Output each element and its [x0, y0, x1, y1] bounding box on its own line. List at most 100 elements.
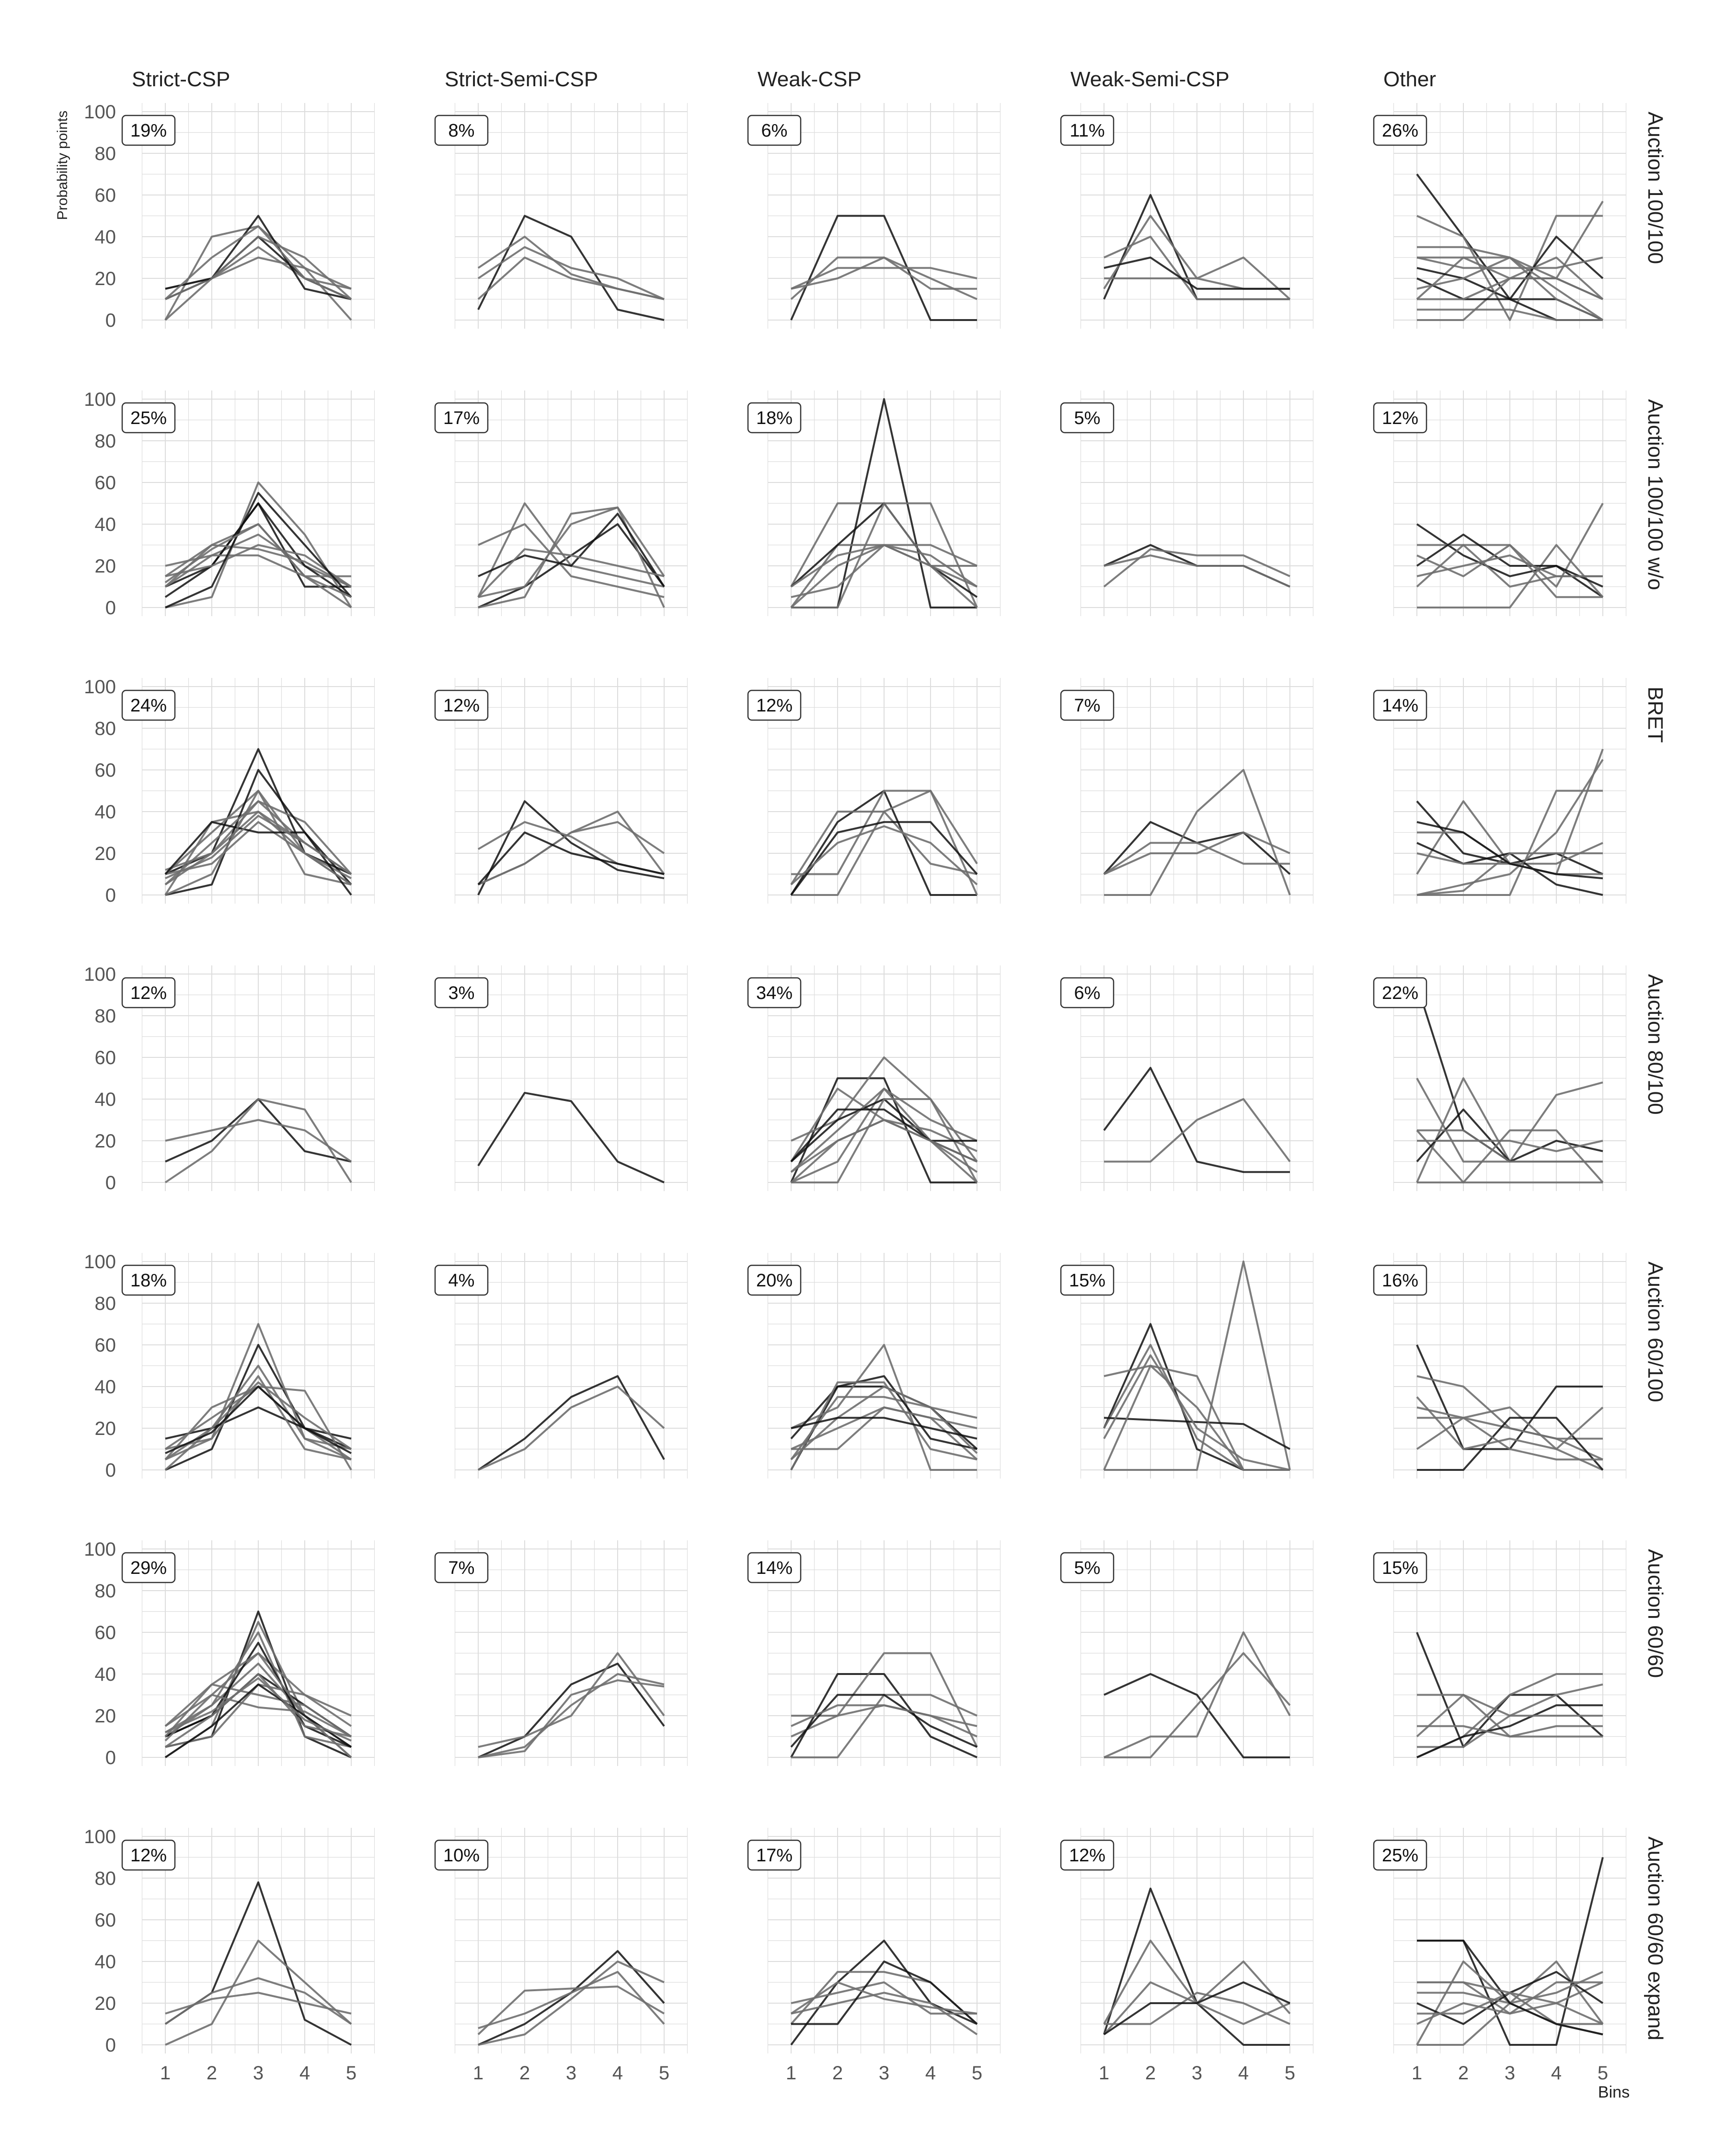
x-tick-label: 4	[299, 2063, 310, 2084]
y-tick-label: 60	[95, 1335, 116, 1356]
series-line	[1104, 1992, 1290, 2025]
series-line	[1103, 1354, 1290, 1471]
series-line	[1103, 842, 1290, 875]
y-tick-label: 100	[84, 1251, 116, 1273]
share-label: 14%	[756, 1558, 793, 1578]
share-label: 26%	[1382, 121, 1418, 141]
share-label: 17%	[756, 1846, 793, 1866]
series-line	[1417, 1939, 1603, 2036]
y-tick-label: 60	[95, 185, 116, 206]
x-tick-label: 5	[346, 2063, 356, 2084]
series-line	[1416, 821, 1603, 880]
share-badge	[434, 1552, 489, 1583]
share-badge	[434, 115, 489, 146]
share-badge	[747, 1552, 802, 1583]
share-label: 25%	[130, 408, 167, 428]
share-badge	[121, 977, 176, 1009]
series-line	[791, 790, 978, 875]
panel-auction-100-100-w-o-other: 12%	[1373, 390, 1627, 616]
series-line	[1416, 1704, 1603, 1758]
x-tick-label: 1	[160, 2063, 171, 2084]
series-line	[1416, 554, 1603, 577]
series-line	[164, 225, 352, 300]
column-title-weak-csp: Weak-CSP	[758, 68, 862, 91]
share-label: 24%	[130, 696, 167, 716]
y-tick-label: 60	[95, 1622, 116, 1643]
x-tick-label: 5	[659, 2063, 669, 2084]
series-line	[164, 1694, 352, 1742]
series-line	[478, 506, 665, 598]
series-line	[1104, 1417, 1290, 1450]
row-label-auction-100-100-w-o: Auction 100/100 w/o	[1644, 399, 1667, 590]
series-line	[1416, 215, 1603, 321]
series-line	[165, 1375, 352, 1461]
row-label-auction-60-60: Auction 60/60	[1644, 1549, 1667, 1678]
y-tick-label: 0	[105, 1460, 116, 1481]
x-tick-label: 4	[612, 2063, 623, 2084]
share-badge	[434, 1839, 489, 1871]
series-line	[165, 544, 352, 588]
share-label: 12%	[130, 983, 167, 1003]
series-line	[1416, 236, 1604, 300]
share-label: 20%	[756, 1271, 793, 1291]
series-line	[478, 1652, 665, 1748]
y-tick-label: 60	[95, 1910, 116, 1931]
panel-auction-60-60-other: 15%	[1373, 1540, 1627, 1766]
panel-bret-strict-semi-csp: 12%	[434, 678, 688, 904]
series-line	[477, 831, 665, 885]
series-line	[1104, 554, 1290, 588]
panel-auction-60-100-weak-csp: 20%	[747, 1253, 1001, 1479]
series-line	[478, 1386, 665, 1471]
y-tick-label: 100	[84, 677, 116, 698]
share-badge	[121, 1264, 176, 1296]
panel-auction-60-60-expand-other: 1 2 3 4 5 25%	[1373, 1828, 1627, 2084]
series-line	[165, 790, 352, 896]
series-line	[164, 236, 352, 321]
row-label-auction-60-100: Auction 60/100	[1644, 1261, 1667, 1402]
x-tick-label: 5	[1598, 2063, 1608, 2084]
y-tick-label: 0	[105, 1172, 116, 1193]
series-line	[165, 215, 352, 300]
share-label: 11%	[1070, 121, 1104, 141]
series-line	[791, 267, 978, 290]
series-line	[165, 1641, 352, 1748]
y-tick-label: 0	[105, 1747, 116, 1768]
series-line	[791, 1417, 978, 1440]
share-label: 7%	[448, 1558, 475, 1578]
series-line	[790, 825, 978, 885]
series-line	[478, 506, 665, 608]
share-badge	[1060, 689, 1115, 721]
y-tick-label: 40	[95, 1376, 116, 1398]
panel-auction-60-100-other: 16%	[1373, 1253, 1627, 1479]
share-badge	[747, 689, 802, 721]
y-tick-label: 80	[95, 143, 116, 164]
series-line	[165, 492, 352, 608]
y-tick-label: 40	[95, 802, 116, 823]
series-line	[1417, 309, 1603, 321]
series-line	[1416, 256, 1604, 321]
x-tick-label: 4	[1551, 2063, 1562, 2084]
share-label: 10%	[443, 1846, 480, 1866]
series-line	[790, 811, 978, 885]
share-badge	[121, 402, 176, 434]
x-axis-label: Bins	[1598, 2083, 1630, 2101]
share-label: 12%	[130, 1846, 167, 1866]
share-label: 15%	[1382, 1558, 1418, 1578]
share-badge	[1060, 1552, 1115, 1583]
y-tick-label: 80	[95, 1006, 116, 1027]
series-line	[790, 544, 978, 588]
series-line	[164, 533, 352, 588]
y-tick-label: 80	[95, 1868, 116, 1889]
series-line	[477, 800, 665, 895]
series-line	[791, 1961, 978, 2025]
share-badge	[434, 689, 489, 721]
x-tick-label: 3	[253, 2063, 264, 2084]
x-tick-label: 5	[1285, 2063, 1295, 2084]
y-tick-label: 20	[95, 268, 116, 289]
y-tick-label: 80	[95, 1581, 116, 1602]
series-line	[1416, 533, 1603, 588]
series-line	[1417, 1140, 1603, 1152]
series-line	[478, 1971, 665, 2030]
y-tick-label: 20	[95, 1706, 116, 1727]
panel-auction-80-100-strict-semi-csp: 3%	[434, 965, 688, 1191]
